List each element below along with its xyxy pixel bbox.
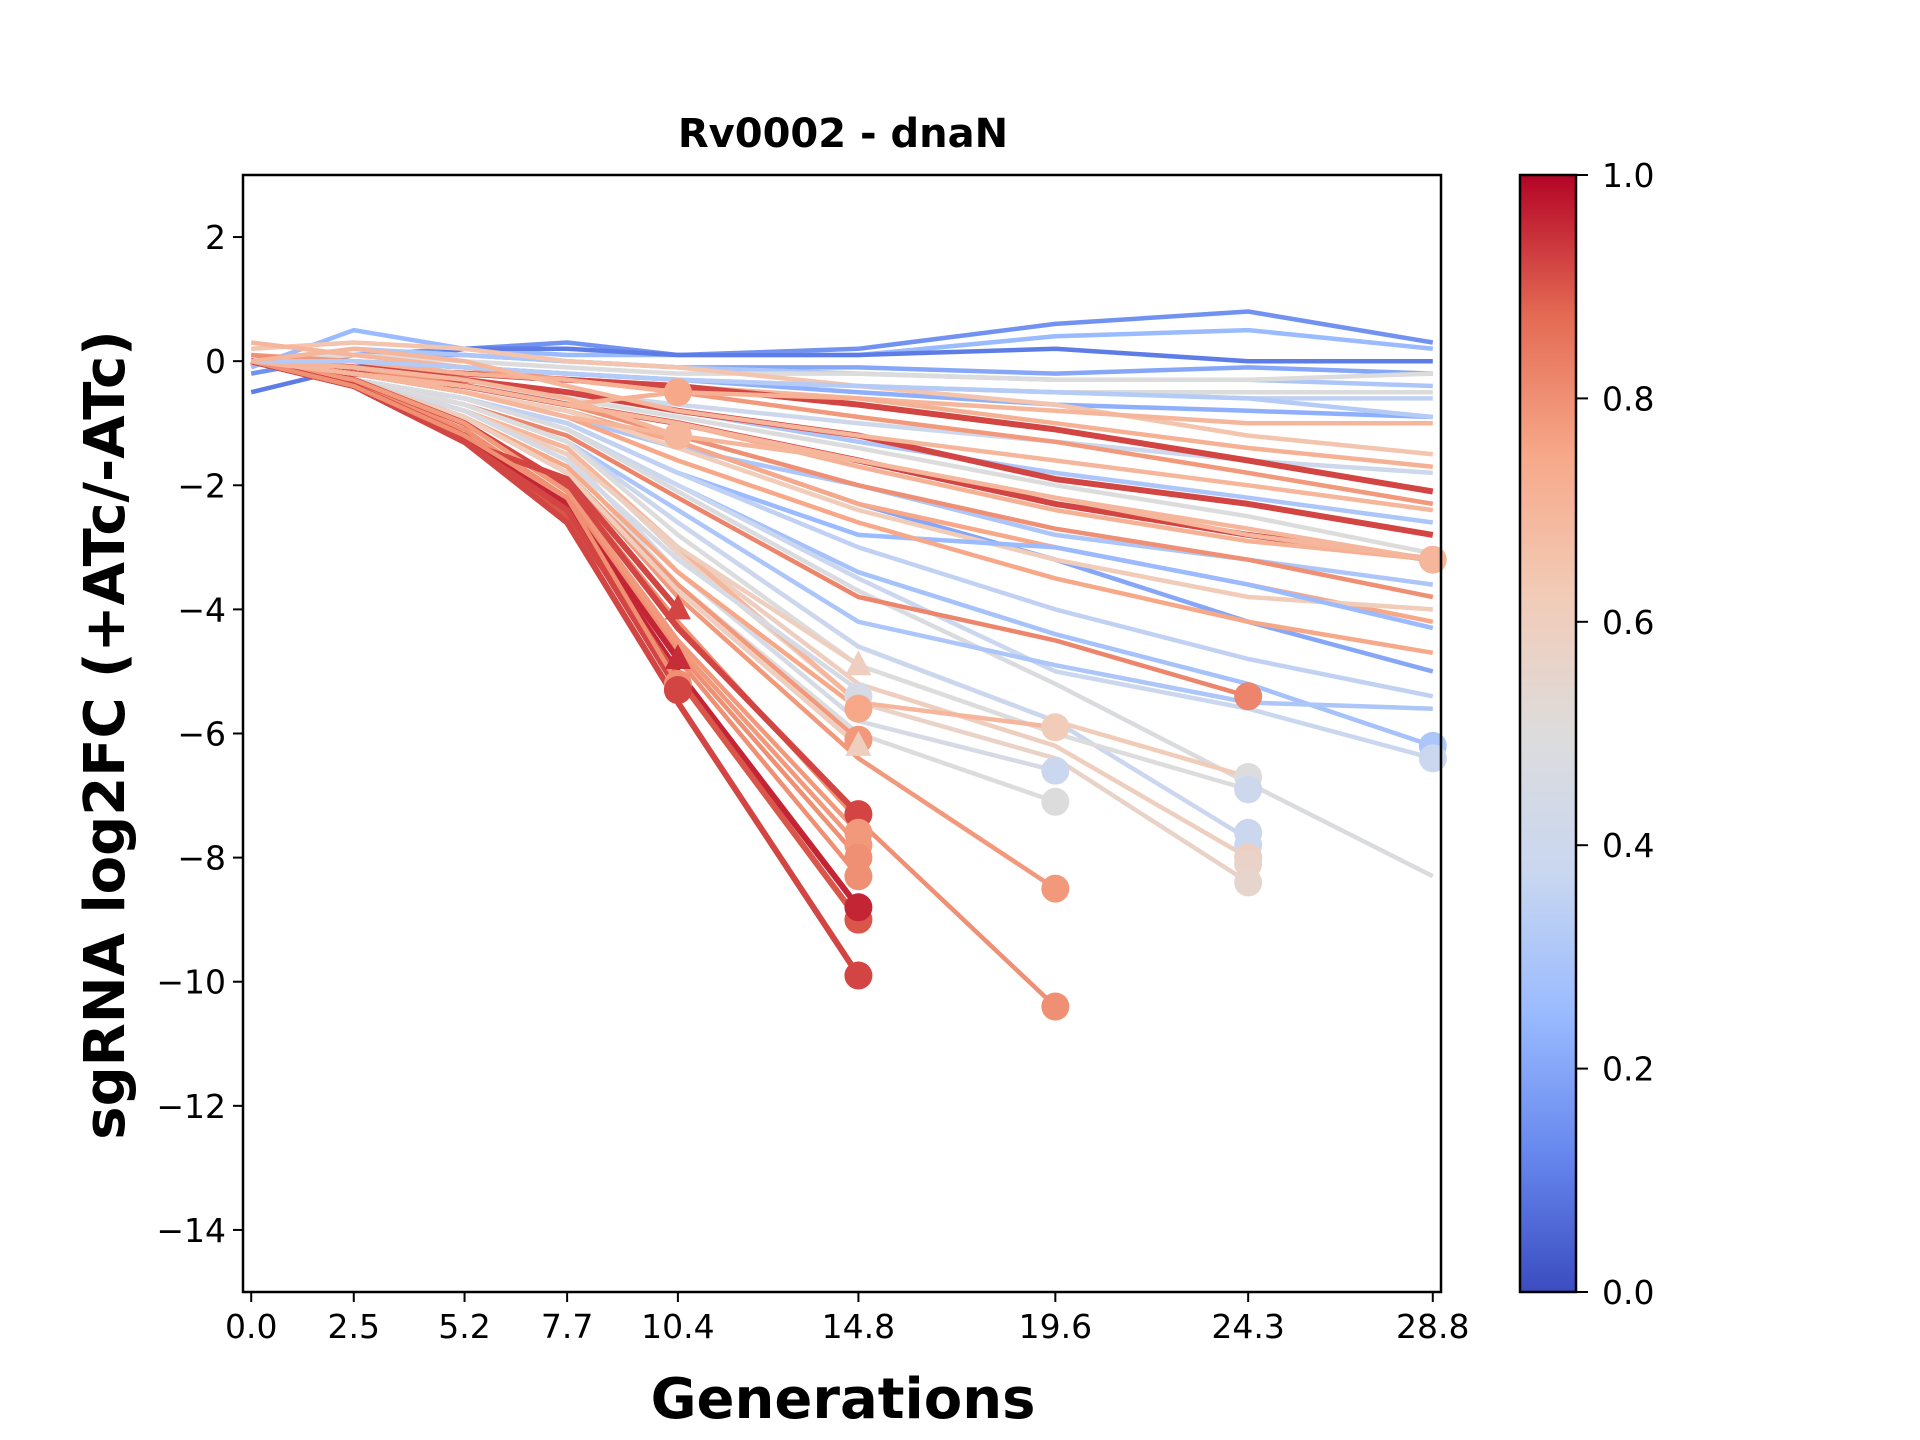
series-line-sg42 — [250, 359, 1057, 1009]
y-tick-label: −14 — [156, 1211, 226, 1250]
series-line-sg10 — [251, 340, 1434, 457]
colorbar-tick-label: 0.0 — [1602, 1273, 1654, 1312]
x-axis: 0.0 2.5 5.2 7.7 10.4 14.8 19.6 24.3 28.8 — [225, 1292, 1470, 1346]
chart-title: Rv0002 - dnaN — [678, 111, 1008, 157]
y-axis: 2 0 −2 −4 −6 −8 −10 −12 −14 — [156, 218, 243, 1250]
end-marker-circle — [1041, 787, 1070, 816]
y-tick-label: −2 — [177, 466, 226, 505]
marker-layer — [663, 378, 1447, 1021]
end-marker-circle — [663, 378, 692, 407]
x-tick-label: 2.5 — [328, 1307, 380, 1346]
y-tick-label: −8 — [177, 839, 226, 878]
end-marker-circle — [844, 961, 873, 990]
end-marker-circle — [1041, 874, 1070, 903]
end-marker-triangle — [664, 594, 691, 620]
end-marker-triangle — [845, 650, 872, 676]
end-marker-circle — [1234, 682, 1263, 711]
end-marker-circle — [1418, 545, 1447, 574]
colorbar-tick-label: 0.8 — [1602, 379, 1654, 418]
colorbar-tick-label: 1.0 — [1602, 156, 1654, 195]
colorbar-tick-label: 0.2 — [1602, 1050, 1654, 1089]
y-axis-label: sgRNA log2FC (+ATc/-ATc) — [73, 330, 138, 1140]
end-marker-circle — [844, 694, 873, 723]
end-marker-circle — [1234, 775, 1263, 804]
colorbar-axis: 0.0 0.2 0.4 0.6 0.8 1.0 — [1576, 156, 1654, 1312]
x-tick-label: 28.8 — [1396, 1307, 1469, 1346]
series-line-sg61 — [250, 359, 680, 686]
series-layer — [250, 309, 1434, 1009]
y-tick-label: −4 — [177, 590, 226, 629]
end-marker-circle — [1234, 868, 1263, 897]
end-marker-circle — [663, 421, 692, 450]
end-marker-circle — [844, 893, 873, 922]
y-tick-label: −6 — [177, 715, 226, 754]
y-tick-label: −12 — [156, 1087, 226, 1126]
x-axis-label: Generations — [651, 1367, 1036, 1432]
series-line-sg66 — [250, 346, 1434, 513]
end-marker-circle — [1418, 744, 1447, 773]
colorbar — [1518, 173, 1578, 1294]
x-tick-label: 19.6 — [1019, 1307, 1092, 1346]
end-marker-circle — [1041, 713, 1070, 742]
y-tick-label: 0 — [205, 342, 226, 381]
end-marker-triangle — [845, 730, 872, 756]
x-tick-label: 7.7 — [541, 1307, 593, 1346]
end-marker-circle — [1041, 756, 1070, 785]
x-tick-label: 5.2 — [438, 1307, 490, 1346]
end-marker-circle — [844, 862, 873, 891]
y-tick-label: −10 — [156, 963, 226, 1002]
end-marker-circle — [663, 676, 692, 705]
x-tick-label: 14.8 — [822, 1307, 895, 1346]
x-tick-label: 24.3 — [1211, 1307, 1284, 1346]
end-marker-circle — [1041, 992, 1070, 1021]
x-tick-label: 10.4 — [641, 1307, 714, 1346]
colorbar-tick-label: 0.6 — [1602, 603, 1654, 642]
end-marker-triangle — [664, 644, 691, 670]
x-tick-label: 0.0 — [225, 1307, 277, 1346]
y-tick-label: 2 — [205, 218, 226, 257]
colorbar-tick-label: 0.4 — [1602, 826, 1654, 865]
